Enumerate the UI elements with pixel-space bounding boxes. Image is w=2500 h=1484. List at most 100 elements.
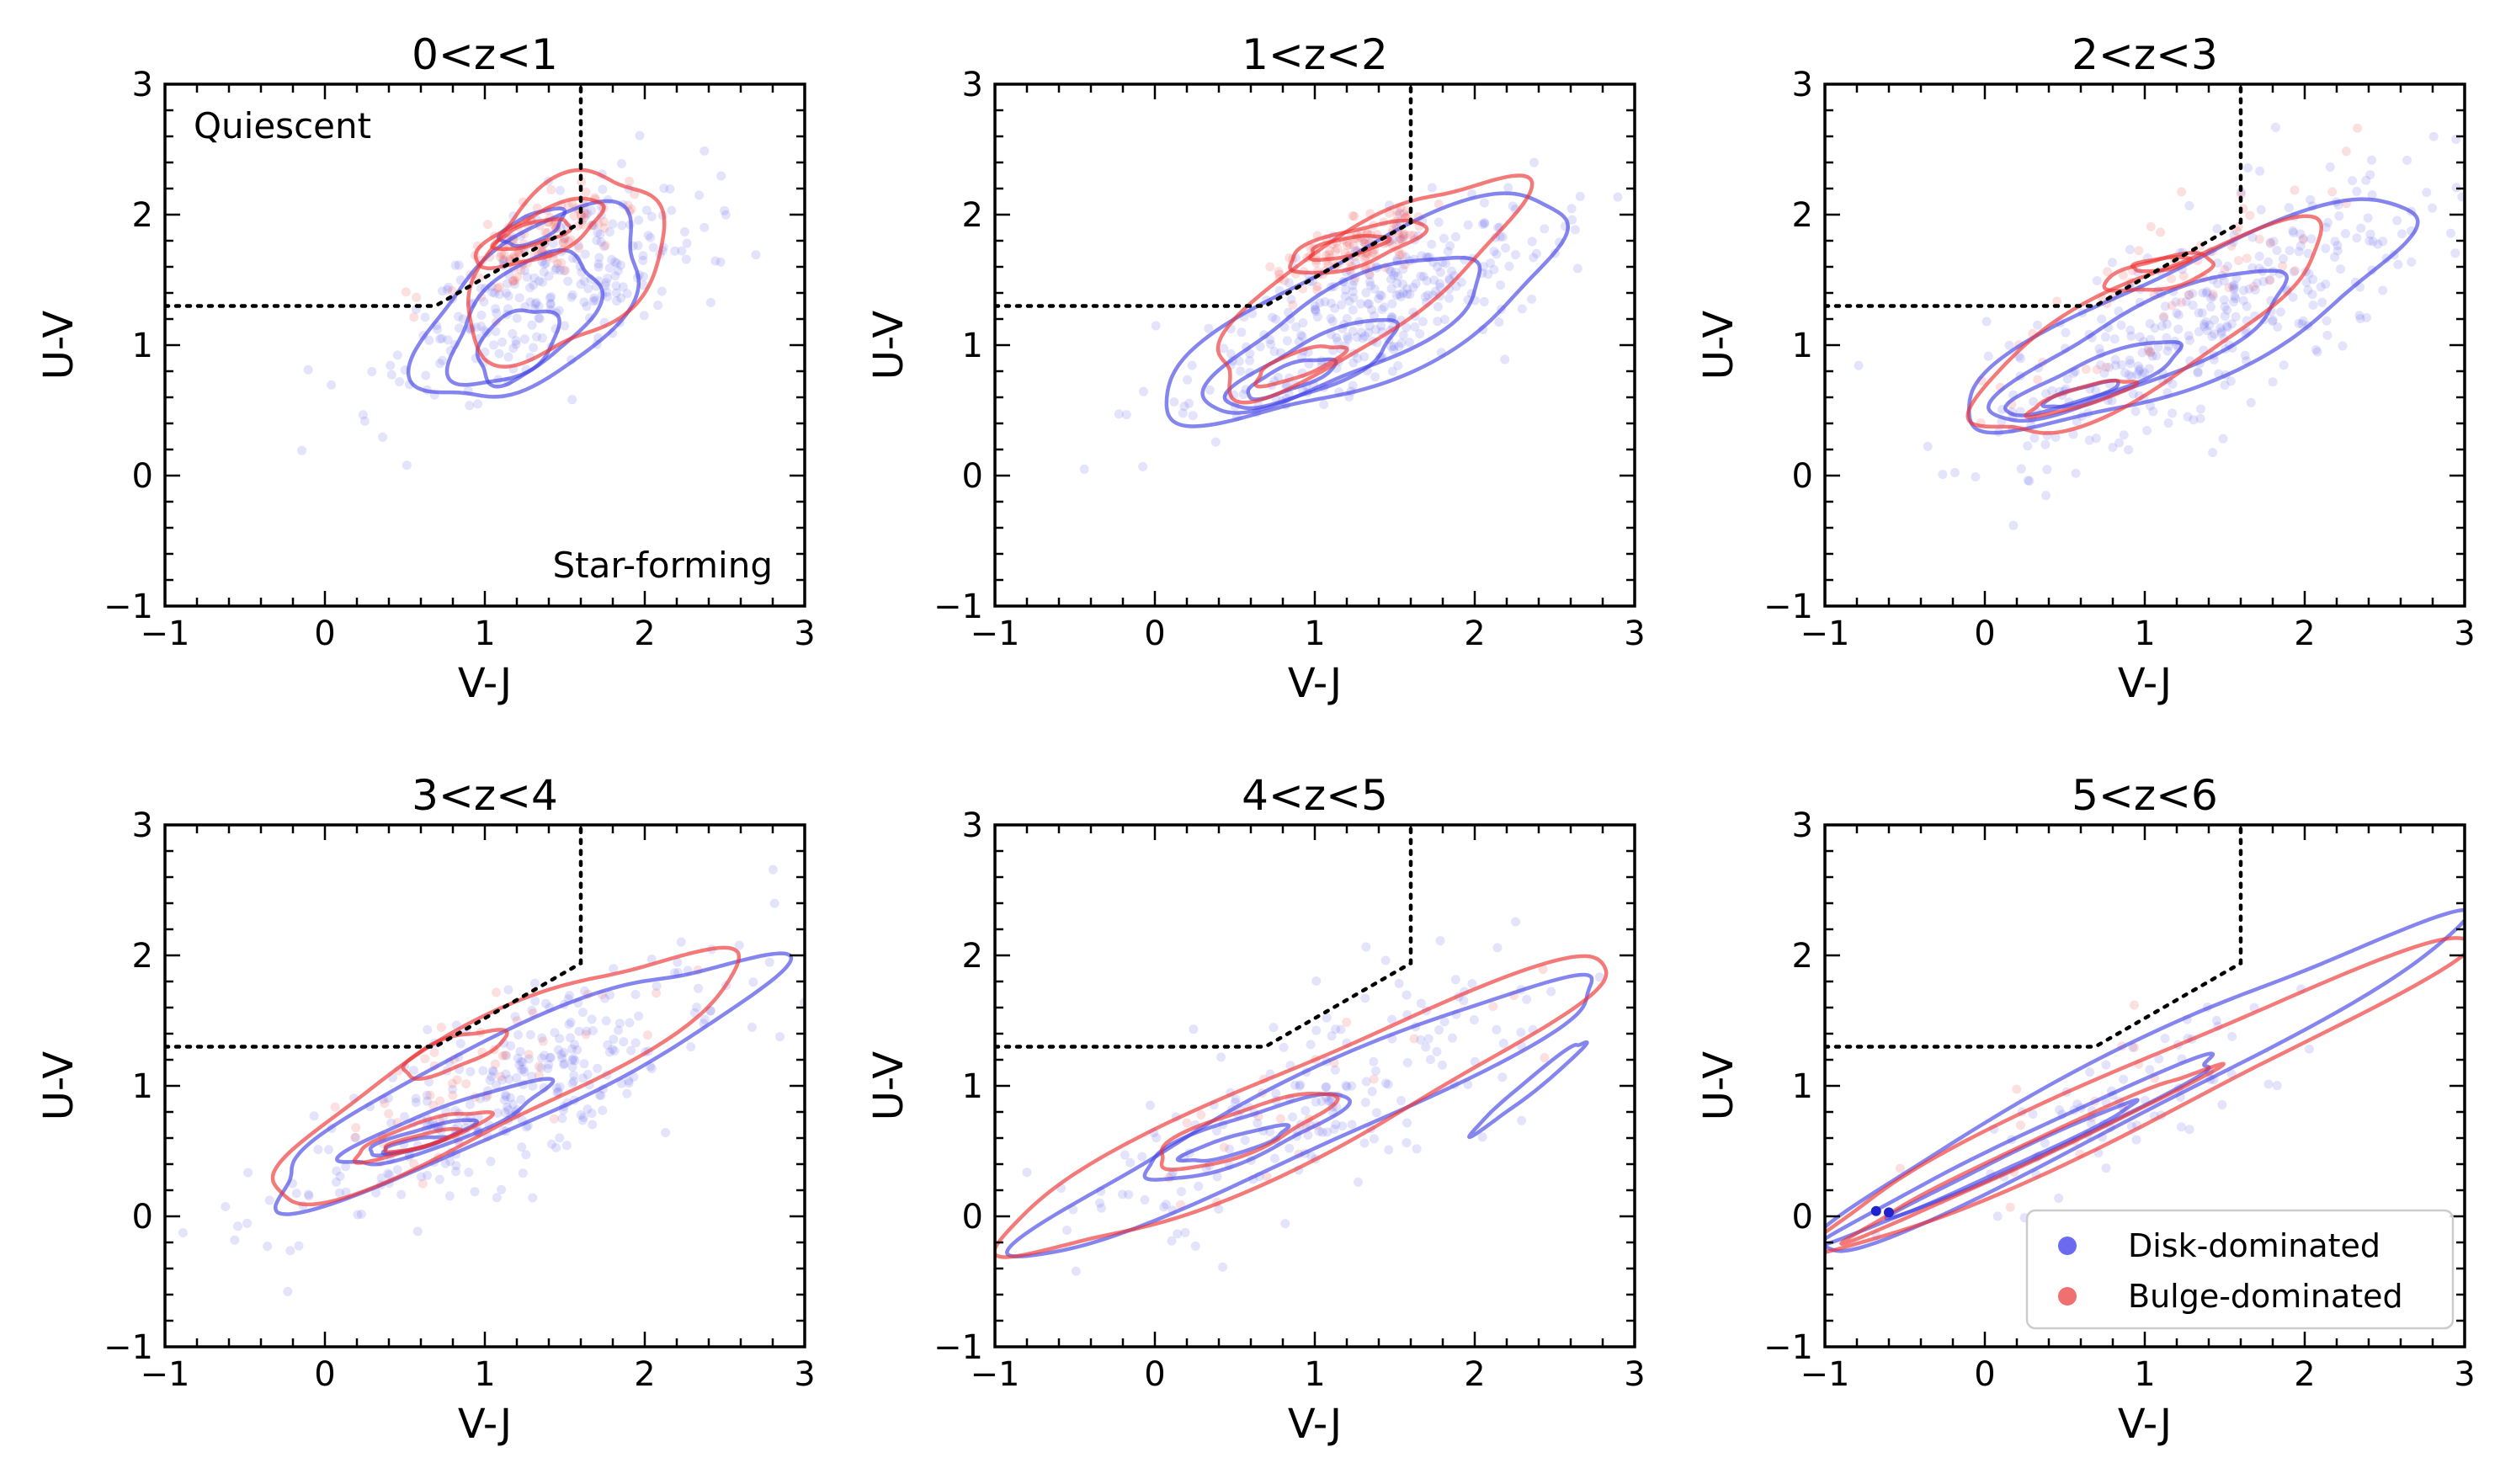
- disk-point: [505, 1093, 515, 1103]
- disk-point: [2173, 310, 2184, 320]
- disk-point: [534, 313, 544, 323]
- disk-point: [2193, 368, 2203, 378]
- disk-point: [613, 1025, 623, 1035]
- disk-point: [1396, 292, 1406, 302]
- disk-point: [1546, 987, 1556, 997]
- y-tick-label: −1: [934, 1328, 983, 1367]
- disk-point: [2114, 438, 2124, 448]
- disk-point: [634, 1011, 644, 1021]
- bulge-point: [2015, 1120, 2025, 1130]
- disk-point: [2295, 241, 2306, 251]
- disk-contour: [1222, 317, 1400, 411]
- disk-point: [1268, 312, 1278, 322]
- disk-point: [2229, 283, 2239, 293]
- disk-point: [476, 322, 487, 332]
- disk-point: [613, 266, 623, 276]
- disk-point: [1348, 305, 1358, 315]
- disk-point: [1360, 331, 1370, 341]
- disk-point: [2392, 215, 2402, 226]
- bulge-point: [1392, 210, 1402, 221]
- bulge-point: [538, 1036, 548, 1046]
- bulge-contour: [401, 1028, 509, 1081]
- disk-point: [587, 205, 597, 215]
- disk-point: [1357, 327, 1367, 338]
- disk-point: [2210, 329, 2220, 339]
- bulge-point: [2208, 290, 2218, 300]
- bulge-point: [513, 272, 523, 282]
- disk-point: [1703, 849, 1712, 859]
- disk-point: [2160, 1034, 2170, 1044]
- disk-point: [1498, 1038, 1508, 1048]
- disk-point: [497, 337, 508, 347]
- disk-point: [653, 301, 663, 311]
- bulge-point: [534, 1061, 544, 1072]
- disk-point: [1271, 1088, 1281, 1098]
- disk-point: [479, 297, 489, 307]
- disk-point: [518, 1168, 528, 1178]
- disk-point: [567, 1055, 577, 1065]
- disk-point: [2268, 316, 2278, 327]
- disk-point: [2268, 377, 2278, 387]
- disk-point: [2338, 341, 2348, 351]
- disk-point: [2336, 264, 2346, 274]
- legend: Disk-dominated Bulge-dominated: [2025, 1209, 2455, 1330]
- bulge-contour: [1965, 214, 2323, 435]
- disk-point: [2142, 426, 2152, 436]
- disk-point: [1269, 347, 1279, 357]
- disk-point: [1447, 1033, 1457, 1043]
- disk-point: [1255, 342, 1265, 352]
- disk-point: [1284, 278, 1294, 288]
- disk-point: [1429, 275, 1439, 285]
- disk-point: [2445, 228, 2455, 238]
- disk-point: [283, 1286, 293, 1296]
- disk-point: [2265, 237, 2275, 247]
- disk-point: [1434, 1025, 1444, 1035]
- bulge-point: [2265, 238, 2275, 248]
- disk-point: [550, 1028, 560, 1038]
- bulge-point: [496, 1072, 506, 1082]
- disk-point: [2311, 345, 2321, 355]
- disk-point: [2110, 360, 2120, 370]
- x-tick-label: −1: [971, 614, 1020, 653]
- disk-point: [1071, 1266, 1081, 1276]
- bulge-point: [1359, 237, 1369, 247]
- bulge-point: [495, 282, 505, 292]
- disk-point: [2278, 253, 2288, 263]
- disk-point: [1567, 215, 1577, 225]
- disk-point: [551, 1142, 561, 1152]
- disk-point: [497, 1184, 507, 1194]
- disk-point: [633, 241, 643, 251]
- disk-point: [699, 146, 710, 156]
- disk-point: [1338, 1121, 1348, 1131]
- disk-point: [503, 279, 513, 289]
- disk-contour: [1246, 357, 1338, 402]
- bulge-point: [1400, 230, 1410, 240]
- disk-point: [2263, 257, 2274, 267]
- disk-point: [2137, 370, 2147, 380]
- disk-point: [608, 219, 618, 229]
- disk-point: [2216, 326, 2226, 336]
- disk-point: [593, 227, 603, 237]
- disk-point: [611, 288, 621, 298]
- disk-point: [1423, 1034, 1434, 1044]
- x-axis-label: V-J: [2118, 1401, 2172, 1448]
- disk-point: [1522, 994, 1532, 1004]
- disk-point: [501, 1092, 511, 1102]
- disk-point: [1332, 337, 1343, 347]
- disk-point: [392, 1165, 402, 1175]
- disk-point: [2222, 322, 2232, 332]
- disk-point: [2194, 308, 2204, 318]
- disk-point: [1361, 1077, 1371, 1087]
- disk-point: [2378, 237, 2388, 247]
- disk-contour: [1987, 269, 2290, 423]
- disk-point: [2307, 290, 2317, 300]
- disk-point: [574, 1026, 584, 1036]
- disk-point: [2198, 288, 2208, 298]
- panel-4: −1 0 1 2 3 −1 0 1 2 3 3<z<4 V-J U-V: [35, 771, 816, 1448]
- disk-point: [1279, 1042, 1289, 1052]
- disk-point: [537, 1033, 547, 1043]
- bulge-point: [552, 258, 562, 269]
- disk-point: [486, 1157, 496, 1167]
- disk-point: [1282, 336, 1292, 346]
- disk-point: [412, 1226, 423, 1237]
